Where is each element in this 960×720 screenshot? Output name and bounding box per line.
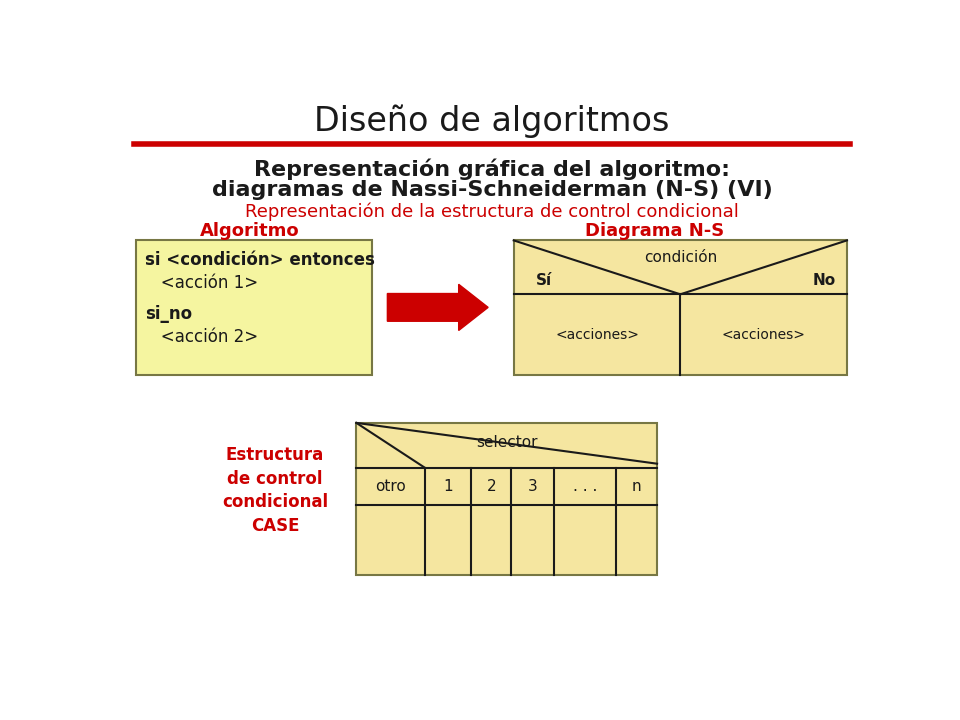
Bar xyxy=(356,423,657,575)
Text: Sí: Sí xyxy=(536,273,552,288)
Bar xyxy=(514,240,847,375)
Text: Representación gráfica del algoritmo:: Representación gráfica del algoritmo: xyxy=(254,159,730,180)
Text: <acciones>: <acciones> xyxy=(555,328,639,342)
Text: <acciones>: <acciones> xyxy=(722,328,805,342)
Text: selector: selector xyxy=(476,436,538,451)
Text: 3: 3 xyxy=(528,479,538,493)
Text: . . .: . . . xyxy=(573,479,597,493)
FancyArrow shape xyxy=(388,284,488,330)
Text: Algoritmo: Algoritmo xyxy=(201,222,300,240)
Text: diagramas de Nassi-Schneiderman (N-S) (VI): diagramas de Nassi-Schneiderman (N-S) (V… xyxy=(211,180,773,200)
Text: Diagrama N-S: Diagrama N-S xyxy=(586,222,725,240)
Text: condición: condición xyxy=(644,250,717,265)
Text: Estructura
de control
condicional
CASE: Estructura de control condicional CASE xyxy=(222,446,328,535)
Text: No: No xyxy=(812,273,835,288)
Text: <acción 2>: <acción 2> xyxy=(145,328,258,346)
Text: n: n xyxy=(632,479,641,493)
Text: si_no: si_no xyxy=(145,305,192,323)
Text: si <condición> entonces: si <condición> entonces xyxy=(145,251,374,269)
Text: Diseño de algoritmos: Diseño de algoritmos xyxy=(314,104,670,138)
Bar xyxy=(135,240,372,375)
Text: 2: 2 xyxy=(487,479,496,493)
Text: <acción 1>: <acción 1> xyxy=(145,274,258,292)
Text: 1: 1 xyxy=(443,479,452,493)
Text: otro: otro xyxy=(375,479,406,493)
Text: Representación de la estructura de control condicional: Representación de la estructura de contr… xyxy=(245,202,739,221)
